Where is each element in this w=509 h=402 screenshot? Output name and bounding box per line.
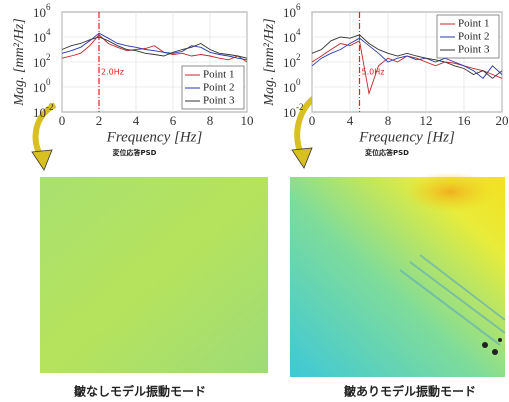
x-tick-label: 8 <box>385 113 392 128</box>
y-axis-label: Mag. [mm²/Hz] <box>12 18 27 106</box>
y-tick-exponent: -2 <box>46 102 54 112</box>
wrinkle-spots <box>482 338 502 355</box>
x-tick-label: 8 <box>207 113 214 128</box>
x-tick-label: 10 <box>241 113 254 128</box>
x-tick-label: 0 <box>59 113 66 128</box>
y-tick-label: 10 <box>283 105 296 120</box>
y-tick-label: 10 <box>33 30 46 45</box>
y-tick-label: 10 <box>283 30 296 45</box>
y-tick-exponent: -2 <box>296 102 304 112</box>
y-tick-label: 10 <box>33 105 46 120</box>
legend-label: Point 1 <box>458 18 489 30</box>
annotation: 2.0Hz <box>101 68 124 77</box>
x-tick-label: 16 <box>458 113 472 128</box>
series-line <box>61 34 248 63</box>
x-tick-label: 20 <box>496 113 509 128</box>
y-tick-exponent: 0 <box>46 77 51 87</box>
y-tick-exponent: 4 <box>46 27 51 37</box>
mode-hotspot <box>405 172 495 212</box>
legend-label: Point 3 <box>458 44 490 56</box>
wrinkle-bands <box>399 254 506 346</box>
x-tick-label: 4 <box>347 113 354 128</box>
y-tick-exponent: 2 <box>296 52 301 62</box>
series-line <box>311 37 503 79</box>
y-tick-exponent: 6 <box>296 2 301 12</box>
series-line <box>61 36 248 59</box>
y-tick-exponent: 2 <box>46 52 51 62</box>
x-tick-label: 4 <box>133 113 140 128</box>
series-line <box>311 34 503 79</box>
y-tick-label: 10 <box>283 55 296 70</box>
annotation: 5.0Hz <box>362 68 385 77</box>
mode-image-left <box>40 177 268 373</box>
x-tick-label: 6 <box>170 113 177 128</box>
x-tick-label: 12 <box>420 113 433 128</box>
legend-label: Point 1 <box>203 69 234 81</box>
x-axis-label: Frequency [Hz] <box>358 129 455 145</box>
legend-label: Point 2 <box>458 31 489 43</box>
series-line <box>61 32 248 61</box>
caption: 皺なしモデル振動モード <box>73 384 206 399</box>
y-axis-label: Mag. [mm²/Hz] <box>262 18 277 106</box>
y-tick-exponent: 6 <box>46 2 51 12</box>
arrow-head <box>31 149 53 171</box>
arrow-head <box>291 147 313 169</box>
x-tick-label: 2 <box>96 113 103 128</box>
x-tick-label: 0 <box>309 113 316 128</box>
y-tick-label: 10 <box>283 80 296 95</box>
y-tick-label: 10 <box>33 80 46 95</box>
y-tick-exponent: 4 <box>296 27 301 37</box>
y-tick-exponent: 0 <box>296 77 301 87</box>
subtitle: 変位応答PSD <box>113 148 157 157</box>
y-tick-label: 10 <box>33 5 46 20</box>
legend-label: Point 3 <box>203 95 235 107</box>
y-tick-label: 10 <box>33 55 46 70</box>
legend-label: Point 2 <box>203 82 234 94</box>
subtitle: 変位応答PSD <box>365 148 409 157</box>
mode-image-right <box>290 177 505 377</box>
caption: 皺ありモデル振動モード <box>343 384 476 399</box>
x-axis-label: Frequency [Hz] <box>106 129 203 145</box>
y-tick-label: 10 <box>283 5 296 20</box>
